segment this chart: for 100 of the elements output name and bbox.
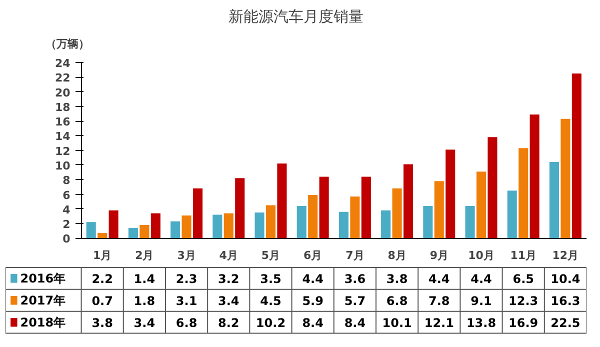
- bar: [108, 210, 118, 238]
- bar: [560, 118, 570, 238]
- bar: [549, 162, 559, 238]
- bar: [488, 137, 498, 238]
- legend-label: 2018年: [20, 315, 66, 330]
- bar: [350, 196, 360, 238]
- y-tick-label: 8: [62, 174, 70, 188]
- data-label: 4.4: [302, 272, 324, 286]
- data-label: 0.7: [92, 294, 113, 308]
- data-label: 2.2: [92, 272, 113, 286]
- bar: [381, 210, 391, 238]
- x-tick-label: 1月: [93, 249, 112, 262]
- bar: [224, 213, 234, 238]
- bar: [476, 172, 486, 238]
- data-label: 22.5: [550, 316, 580, 330]
- bar: [572, 74, 582, 238]
- x-tick-label: 4月: [219, 249, 238, 262]
- x-tick-label: 8月: [388, 249, 406, 262]
- data-label: 16.3: [550, 294, 580, 308]
- bar: [296, 206, 306, 238]
- data-label: 10.2: [256, 316, 286, 330]
- bar: [361, 176, 371, 238]
- data-label: 6.8: [176, 316, 198, 330]
- x-tick-label: 10月: [468, 249, 494, 262]
- y-tick-label: 10: [54, 159, 71, 172]
- bar: [98, 233, 108, 238]
- data-label: 3.8: [92, 316, 113, 330]
- data-label: 5.7: [344, 294, 366, 308]
- bar: [212, 214, 222, 238]
- bar: [150, 213, 160, 238]
- x-tick-label: 5月: [261, 249, 280, 262]
- data-label: 2.3: [176, 272, 198, 286]
- y-tick-label: 14: [54, 130, 71, 144]
- data-label: 7.8: [428, 294, 450, 308]
- bar: [170, 221, 180, 238]
- data-label: 4.4: [428, 272, 450, 286]
- bar: [392, 188, 402, 238]
- y-tick-label: 4: [62, 203, 71, 216]
- y-tick-label: 16: [54, 116, 71, 129]
- data-label: 3.4: [218, 294, 240, 308]
- data-label: 9.1: [470, 294, 492, 308]
- y-tick-label: 6: [62, 188, 71, 202]
- data-label: 12.1: [424, 316, 454, 330]
- bar: [319, 176, 329, 238]
- x-tick-label: 9月: [430, 249, 448, 262]
- data-label: 8.2: [218, 316, 240, 330]
- bar: [308, 194, 318, 238]
- bar: [182, 215, 192, 238]
- data-label: 3.8: [386, 272, 408, 286]
- legend-label: 2017年: [20, 293, 66, 308]
- x-tick-label: 7月: [346, 249, 364, 262]
- data-label: 12.3: [508, 294, 538, 308]
- chart-title: 新能源汽车月度销量: [228, 8, 364, 26]
- bar: [423, 206, 433, 238]
- y-tick-label: 24: [54, 57, 71, 70]
- data-label: 3.1: [176, 294, 198, 308]
- data-label: 10.4: [550, 272, 580, 286]
- data-label: 8.4: [344, 316, 366, 330]
- bar: [518, 148, 528, 238]
- data-label: 3.4: [134, 316, 156, 330]
- data-label: 6.8: [386, 294, 408, 308]
- bar: [86, 222, 96, 238]
- y-axis-title: （万辆）: [46, 38, 90, 50]
- data-label: 13.8: [466, 316, 496, 330]
- bar: [266, 205, 276, 238]
- legend-label: 2016年: [20, 271, 66, 286]
- bar: [128, 228, 138, 238]
- data-label: 3.6: [344, 272, 366, 286]
- bar: [465, 206, 475, 238]
- y-tick-label: 2: [62, 218, 70, 232]
- bar: [254, 212, 264, 238]
- data-label: 4.4: [470, 272, 492, 286]
- bar: [140, 224, 150, 238]
- bar: [530, 114, 540, 238]
- y-tick-label: 0: [62, 232, 71, 246]
- data-label: 8.4: [302, 316, 324, 330]
- y-tick-label: 20: [54, 86, 71, 100]
- bar: [446, 150, 456, 238]
- data-label: 3.2: [218, 272, 240, 286]
- x-tick-label: 3月: [177, 249, 196, 262]
- data-label: 10.1: [382, 316, 412, 330]
- data-label: 6.5: [512, 272, 534, 286]
- bar: [192, 188, 203, 238]
- bar: [434, 181, 444, 238]
- data-label: 5.9: [302, 294, 324, 308]
- data-label: 1.8: [134, 294, 156, 308]
- bar: [507, 190, 517, 238]
- data-label: 16.9: [508, 316, 538, 330]
- data-label: 3.5: [260, 272, 282, 286]
- data-label: 4.5: [260, 294, 282, 308]
- x-tick-label: 12月: [552, 249, 579, 262]
- x-tick-label: 2月: [135, 249, 154, 262]
- bar: [338, 212, 348, 238]
- x-tick-label: 6月: [304, 249, 322, 262]
- bar: [235, 178, 245, 238]
- y-tick-label: 18: [54, 100, 70, 114]
- x-tick-label: 11月: [510, 249, 537, 262]
- y-tick-label: 12: [54, 144, 70, 158]
- y-tick-label: 22: [54, 72, 70, 85]
- data-label: 1.4: [134, 272, 156, 286]
